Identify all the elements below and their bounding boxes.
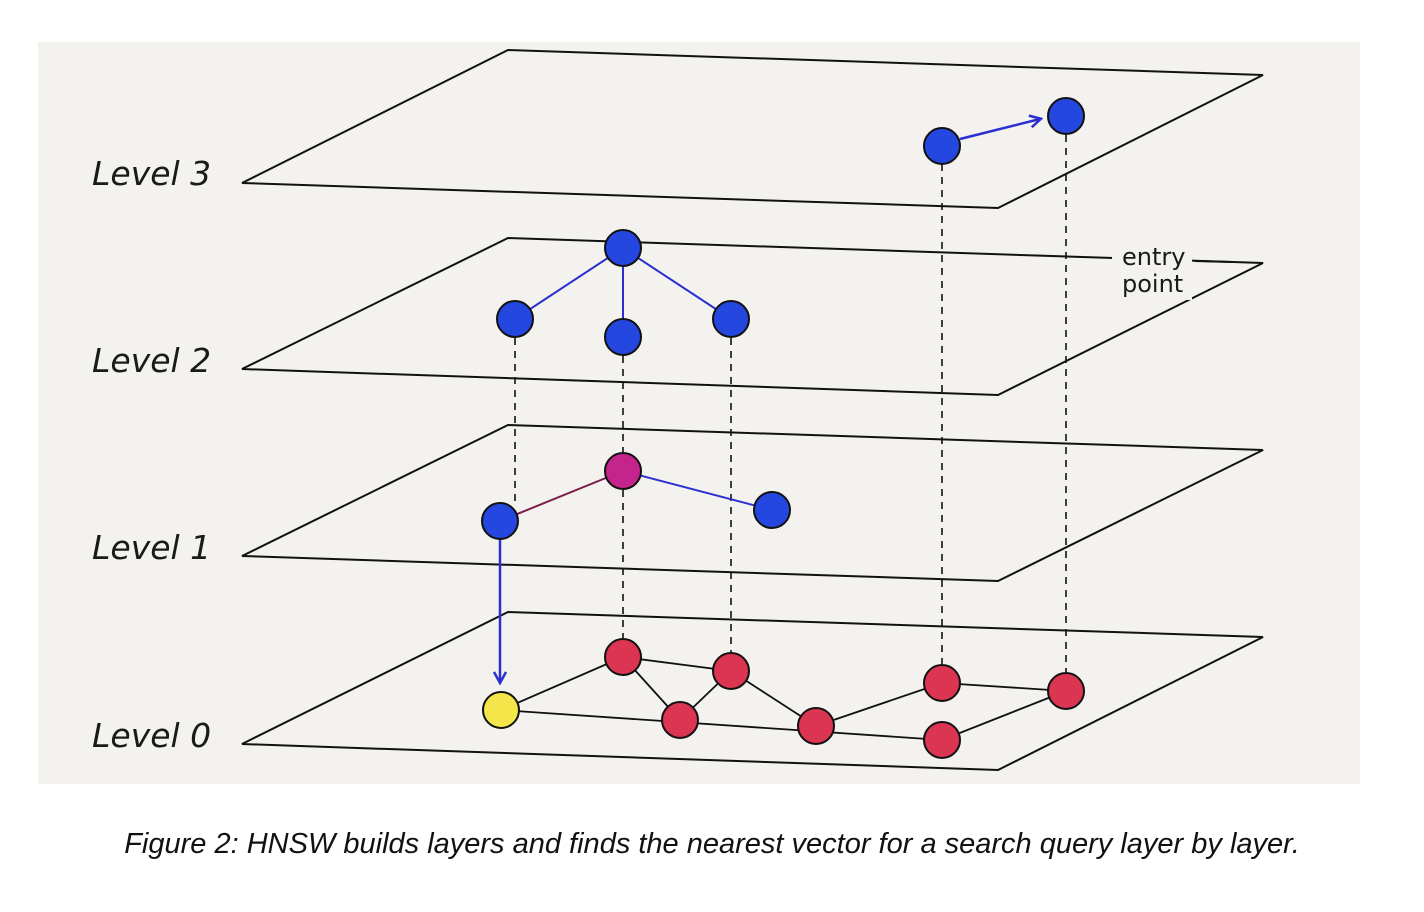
level-1-node bbox=[753, 491, 791, 529]
query-node bbox=[482, 691, 520, 729]
projection-lines bbox=[514, 135, 1067, 672]
level-0-node bbox=[1047, 672, 1085, 710]
plane-level-3 bbox=[241, 48, 1264, 210]
level-1-edge bbox=[622, 470, 773, 511]
level-0-label: Level 0 bbox=[92, 716, 211, 755]
level-2-edge bbox=[514, 247, 624, 320]
level-2-label: Level 2 bbox=[92, 341, 211, 380]
level-0-node bbox=[604, 638, 642, 676]
level-0-edge bbox=[941, 682, 1067, 692]
level-1-edge bbox=[499, 470, 624, 522]
level-2-node bbox=[604, 318, 642, 356]
level-0-edge bbox=[500, 709, 943, 741]
level-0-node bbox=[923, 664, 961, 702]
level-0-graph bbox=[482, 638, 1085, 759]
entry-point-label-mask bbox=[1112, 240, 1192, 300]
plane-level-2 bbox=[241, 236, 1264, 397]
level-0-edge bbox=[500, 656, 624, 711]
level-0-node bbox=[797, 707, 835, 745]
level-0-edge bbox=[941, 690, 1067, 741]
level-3-label: Level 3 bbox=[92, 154, 211, 193]
level-1-hub-node bbox=[604, 452, 642, 490]
level-2-graph bbox=[496, 229, 750, 356]
level-2-node bbox=[604, 229, 642, 267]
level-1-node bbox=[481, 502, 519, 540]
figure-caption: Figure 2: HNSW builds layers and finds t… bbox=[124, 828, 1300, 860]
level-2-node bbox=[496, 300, 534, 338]
level-0-edge bbox=[815, 682, 943, 727]
level-2-node bbox=[712, 300, 750, 338]
level-2-edge bbox=[622, 247, 732, 320]
level-0-node bbox=[661, 701, 699, 739]
level-3-graph bbox=[923, 97, 1085, 165]
level-1-graph bbox=[481, 452, 791, 540]
entry-point-annotation: entry point bbox=[1112, 240, 1233, 300]
level-0-node bbox=[712, 652, 750, 690]
level-0-node bbox=[923, 721, 961, 759]
hnsw-diagram: Level 3 Level 2 Level 1 Level 0 entry po… bbox=[38, 42, 1360, 784]
entry-point-label-line2: point bbox=[1122, 270, 1183, 298]
level-3-arrow bbox=[959, 119, 1040, 141]
level-3-node bbox=[1047, 97, 1085, 135]
plane-level-1 bbox=[241, 423, 1264, 583]
level-3-node bbox=[923, 127, 961, 165]
entry-point-leader-line bbox=[1194, 260, 1233, 263]
diagram-background bbox=[38, 42, 1360, 784]
entry-point-label-line1: entry bbox=[1122, 243, 1185, 271]
level-1-label: Level 1 bbox=[92, 528, 211, 567]
plane-level-0 bbox=[241, 610, 1264, 772]
